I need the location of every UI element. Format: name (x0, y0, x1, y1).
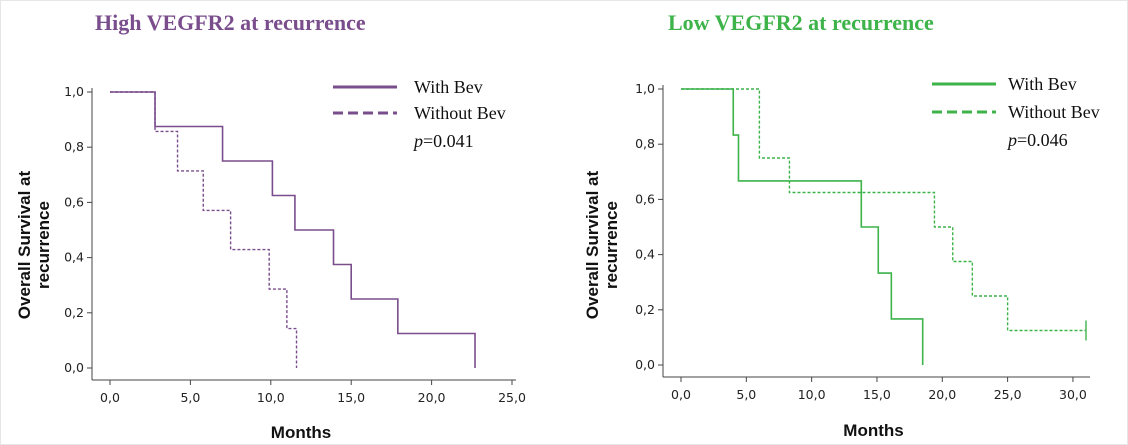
right-x-tick-label: 0,0 (671, 387, 691, 402)
left-p-value: p=0.041 (412, 131, 474, 151)
left-y-axis-label-line: recurrence (34, 201, 53, 289)
right-x-tick-label: 30,0 (1059, 387, 1087, 402)
left-chart: 0,0 0,2 0,4 0,6 0,8 1,0 0,0 5,0 10,0 15,0 20,0 25,0… (15, 77, 526, 442)
right-y-axis-label: Overall Survival atrecurrence (583, 170, 621, 319)
right-y-tick-label: 1,0 (635, 81, 655, 96)
right-legend-label: With Bev (1008, 74, 1077, 94)
left-x-tick-label: 10,0 (257, 390, 285, 405)
right-p-number: =0.046 (1017, 130, 1068, 150)
left-y-tick-label: 0,8 (64, 139, 84, 154)
right-x-tick-label: 20,0 (928, 387, 956, 402)
left-series-with-bev-line (110, 91, 476, 368)
right-y-axis-label-line: Overall Survival at (583, 170, 602, 319)
right-series-without-bev-line (681, 88, 1086, 332)
left-y-axis-label: Overall Survival atrecurrence (15, 170, 53, 319)
left-x-tick-label: 20,0 (418, 390, 446, 405)
left-legend-label: Without Bev (414, 103, 506, 123)
right-x-tick-label: 25,0 (994, 387, 1022, 402)
left-x-axis-label: Months (271, 423, 331, 442)
right-legend-label: Without Bev (1008, 102, 1100, 122)
right-y-axis-label-line: recurrence (602, 201, 621, 289)
right-y-tick-label: 0,6 (635, 191, 655, 206)
left-x-tick-label: 25,0 (498, 390, 526, 405)
right-y-tick-label: 0,8 (635, 136, 655, 151)
left-y-tick-label: 0,6 (64, 194, 84, 209)
right-p-value: p=0.046 (1006, 130, 1068, 150)
left-x-tick-label: 15,0 (337, 390, 365, 405)
right-y-tick-label: 0,0 (635, 357, 655, 372)
left-y-tick-label: 0,2 (64, 305, 84, 320)
left-y-tick-label: 0,4 (64, 250, 84, 265)
left-p-number: =0.041 (423, 131, 474, 151)
left-series-without-bev-line (110, 91, 298, 368)
right-chart-title: Low VEGFR2 at recurrence (668, 10, 934, 35)
left-x-tick-label: 5,0 (180, 390, 200, 405)
right-x-tick-label: 15,0 (863, 387, 891, 402)
left-y-tick-label: 1,0 (64, 84, 84, 99)
left-y-axis-label-line: Overall Survival at (15, 170, 34, 319)
left-chart-title: High VEGFR2 at recurrence (95, 10, 366, 35)
right-y-tick-label: 0,4 (635, 247, 655, 262)
left-legend-label: With Bev (414, 77, 483, 97)
right-x-tick-label: 5,0 (736, 387, 756, 402)
right-x-tick-label: 10,0 (798, 387, 826, 402)
left-p-symbol: p (412, 131, 423, 151)
right-series-with-bev-line (681, 88, 924, 365)
right-chart: 0,0 0,2 0,4 0,6 0,8 1,0 0,0 5,0 10,0 15,0 20,0 25,0… (583, 74, 1100, 440)
right-p-symbol: p (1006, 130, 1017, 150)
left-y-tick-label: 0,0 (64, 360, 84, 375)
left-x-tick-label: 0,0 (100, 390, 120, 405)
right-y-tick-label: 0,2 (635, 302, 655, 317)
right-x-axis-label: Months (843, 421, 903, 440)
